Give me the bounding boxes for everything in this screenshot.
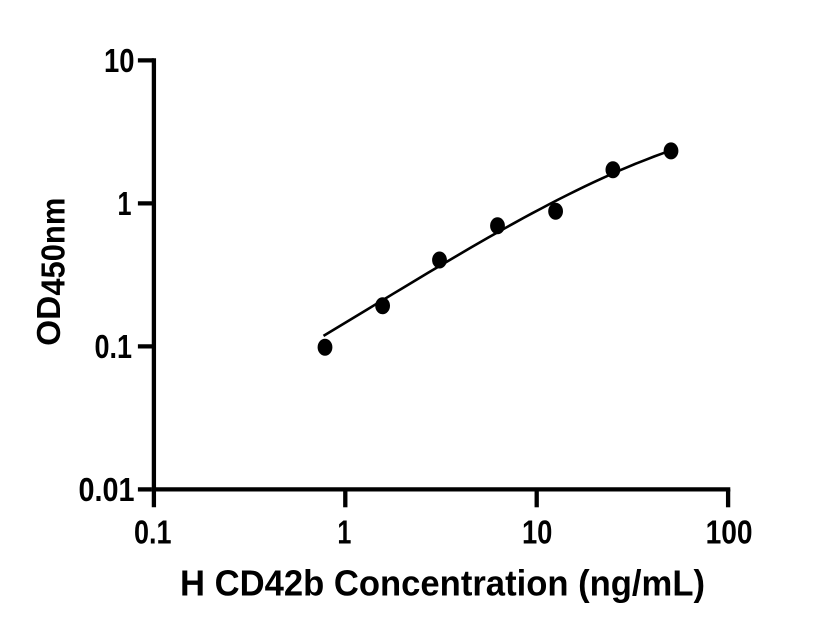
svg-text:OD450nm: OD450nm bbox=[31, 198, 72, 346]
svg-text:0.1: 0.1 bbox=[95, 328, 133, 365]
svg-text:10: 10 bbox=[104, 42, 135, 79]
svg-text:10: 10 bbox=[522, 514, 553, 551]
svg-text:H CD42b Concentration (ng/mL): H CD42b Concentration (ng/mL) bbox=[180, 563, 705, 604]
svg-text:1: 1 bbox=[118, 185, 132, 222]
svg-text:1: 1 bbox=[337, 514, 351, 551]
svg-text:0.1: 0.1 bbox=[134, 514, 172, 551]
svg-text:100: 100 bbox=[706, 514, 753, 551]
svg-text:0.01: 0.01 bbox=[79, 471, 135, 508]
